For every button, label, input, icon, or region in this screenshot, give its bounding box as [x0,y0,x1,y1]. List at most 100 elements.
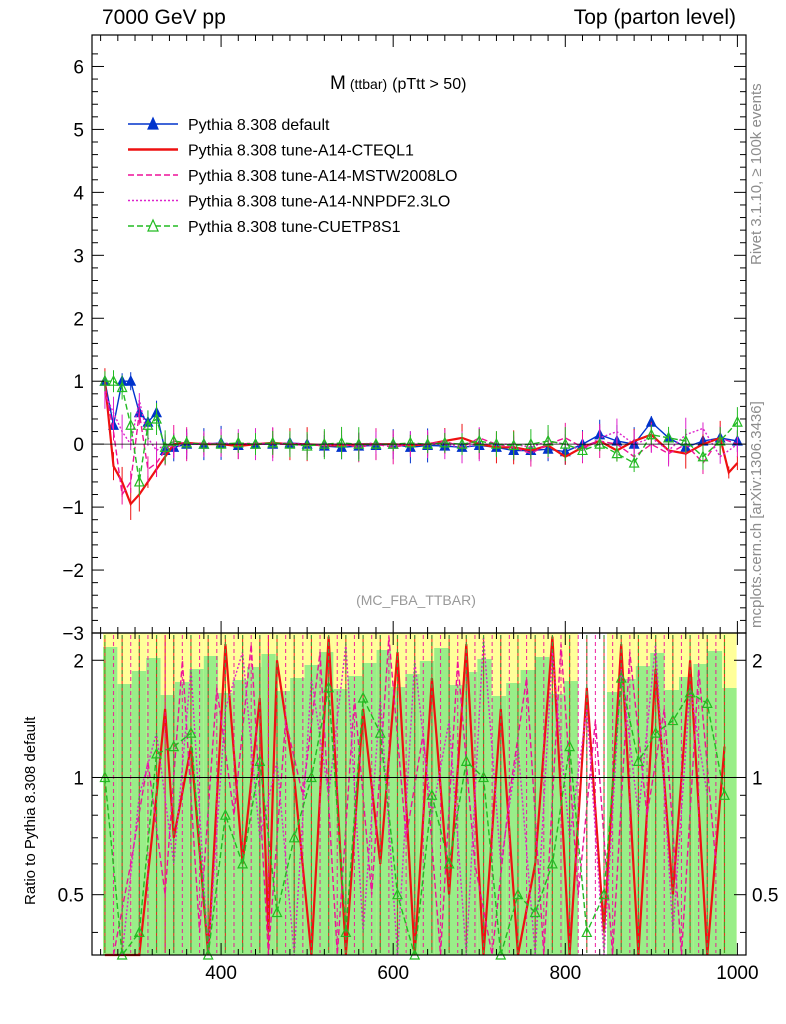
band-1sigma [607,692,622,955]
data-point [125,418,137,430]
x-tick-label: 800 [549,963,581,984]
data-point [168,434,180,446]
y-tick-label: 5 [73,120,84,141]
band-1sigma [117,684,132,955]
data-point [232,436,244,448]
data-point [159,440,171,452]
ratio-data-point [615,671,627,683]
y-tick-label: 0 [73,435,84,456]
data-point [108,374,119,386]
band-1sigma [103,647,118,955]
data-point [456,437,468,449]
ratio-data-point [133,926,145,938]
data-point [680,434,692,446]
series-line [104,380,738,483]
y-tick-label: 3 [73,246,84,267]
ratio-data-point [512,888,524,900]
ratio-data-point [340,926,352,938]
data-point [181,436,193,448]
ratio-data-point [529,906,541,918]
ratio-data-point [185,726,197,738]
data-point [525,437,537,449]
legend-entry: Pythia 8.308 default [188,117,330,134]
legend-entry: Pythia 8.308 tune-A14-MSTW2008LO [188,168,457,185]
data-point [439,436,451,448]
ratio-data-point [684,686,696,698]
data-point [336,436,348,448]
data-point [731,415,743,427]
data-point [284,437,296,449]
x-tick-label: 1000 [716,963,758,984]
ratio-data-point [632,755,644,766]
axes-group [91,34,747,956]
chart-title: M (ttbar) (pTtt > 50) [330,73,466,94]
x-tick-label: 600 [377,963,409,984]
labels-group: 6 5 4 3 2 1 0 −1 −2 −3 2 2 1 1 0.5 0.5 400 600 800 1000 M (tt… [58,57,779,984]
ratio-y-tick-label: 0.5 [58,886,84,907]
header-left: 7000 GeV pp [102,6,226,29]
series-line [104,380,738,453]
data-point [628,456,640,468]
data-point [577,444,588,456]
ratio-data-point [667,714,679,726]
y-tick-label: 6 [73,57,84,78]
y-tick-label: −1 [62,498,84,519]
ratio-data-point [357,691,369,703]
y-tick-label: −3 [62,624,84,645]
data-point [370,437,382,449]
data-point [490,437,502,449]
watermark: (MC_FBA_TTBAR) [356,592,476,608]
ratio-data-point [288,831,300,843]
legend-entry: Pythia 8.308 tune-A14-CTEQL1 [188,143,414,160]
ratio-data-point [271,906,283,918]
data-point [116,381,128,393]
ratio-data-point [168,740,180,752]
band-1sigma [405,674,420,955]
band-1sigma [491,696,507,955]
ratio-data-point [237,857,249,869]
ratio-data-point [719,788,730,800]
band-1sigma [203,656,219,955]
data-point [645,428,657,440]
ratio-y-tick-label: 1 [73,768,84,789]
data-point [215,437,227,449]
ratio-frame [91,632,747,956]
legend-marker [147,218,159,232]
data-point [125,374,137,386]
y-tick-label: 1 [73,372,84,393]
data-point [133,475,145,487]
band-1sigma [549,694,564,955]
data-point [611,447,623,459]
header-right: Top (parton level) [573,6,736,29]
ratio-data-point [460,755,472,766]
data-point [697,450,709,462]
data-point [353,437,365,449]
ratio-series-group [99,635,730,960]
data-point [142,418,154,430]
legend-entry: Pythia 8.308 tune-CUETP8S1 [188,219,401,236]
ratio-data-point [323,681,335,693]
data-point [198,437,210,449]
ratio-y-tick-label-right: 1 [752,768,763,789]
ratio-data-point [701,697,713,708]
ratio-data-point [564,740,576,752]
legend-marker [147,116,159,130]
ratio-series-line [121,636,708,956]
ratio-data-point [392,888,403,900]
data-point [318,437,330,449]
data-point [301,439,313,451]
ratio-data-point [426,788,438,800]
data-point [250,437,261,449]
data-point [714,434,726,446]
data-point [404,436,416,448]
data-point [422,437,434,449]
data-point [473,434,485,446]
ratio-data-point [546,857,558,869]
data-point [663,431,675,443]
legend: Pythia 8.308 default Pythia 8.308 tune-A1… [128,116,457,236]
data-point [594,437,606,449]
data-point [387,437,399,449]
x-tick-label: 400 [205,963,237,984]
y-tick-label: 4 [73,183,84,204]
